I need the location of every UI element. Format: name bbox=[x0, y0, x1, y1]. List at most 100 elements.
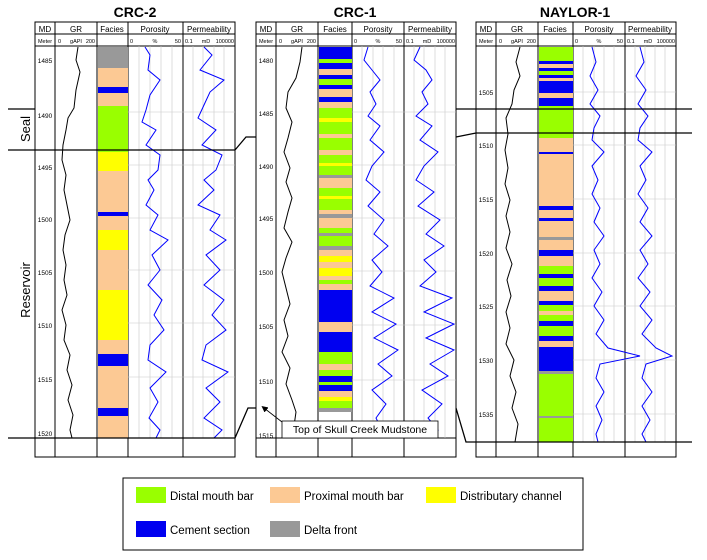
depth-tick: 1490 bbox=[259, 164, 274, 171]
gr-max: 200 bbox=[86, 39, 95, 45]
perm-min: 0.1 bbox=[627, 39, 635, 45]
depth-tick: 1535 bbox=[479, 412, 494, 419]
permeability-header: Permeability bbox=[628, 25, 672, 34]
porosity-unit: % bbox=[597, 39, 602, 45]
facies-header: Facies bbox=[543, 25, 567, 34]
well-title-crc2: CRC-2 bbox=[114, 4, 157, 20]
gr-min: 0 bbox=[499, 39, 502, 45]
seal-base-line-right bbox=[455, 132, 692, 138]
porosity-min: 0 bbox=[354, 39, 357, 45]
porosity-unit: % bbox=[153, 39, 158, 45]
gr-unit: gAPI bbox=[291, 39, 303, 45]
facies-column bbox=[539, 47, 573, 442]
facies-header: Facies bbox=[100, 25, 124, 34]
md-header: MD bbox=[39, 25, 52, 34]
gr-curve bbox=[281, 46, 303, 439]
depth-tick: 1485 bbox=[259, 111, 274, 118]
gr-curve bbox=[504, 46, 521, 443]
skull-creek-line-right bbox=[455, 407, 692, 443]
perm-min: 0.1 bbox=[185, 39, 193, 45]
porosity-unit: % bbox=[376, 39, 381, 45]
legend-swatch-distributary-channel bbox=[426, 487, 456, 503]
gr-unit: gAPI bbox=[70, 39, 82, 45]
correlation-lines bbox=[8, 108, 692, 443]
facies-header: Facies bbox=[323, 25, 347, 34]
legend-swatch-distal-mouth-bar bbox=[136, 487, 166, 503]
legend-label-cement-section: Cement section bbox=[170, 525, 250, 537]
gr-header: GR bbox=[70, 25, 82, 34]
porosity-max: 50 bbox=[396, 39, 402, 45]
well-title-crc1: CRC-1 bbox=[334, 4, 377, 20]
legend: Distal mouth bar Proximal mouth bar Dist… bbox=[122, 477, 584, 551]
permeability-header: Permeability bbox=[408, 25, 452, 34]
perm-unit: mD bbox=[644, 39, 653, 45]
porosity-curve bbox=[589, 46, 641, 443]
porosity-curve bbox=[141, 46, 169, 439]
gr-max: 200 bbox=[307, 39, 316, 45]
porosity-max: 50 bbox=[617, 39, 623, 45]
depth-tick: 1515 bbox=[38, 377, 53, 384]
md-unit: Meter bbox=[259, 39, 273, 45]
legend-swatch-delta-front bbox=[270, 521, 300, 537]
perm-max: 100000 bbox=[437, 39, 455, 45]
depth-tick: 1525 bbox=[479, 304, 494, 311]
porosity-max: 50 bbox=[175, 39, 181, 45]
porosity-header: Porosity bbox=[141, 25, 170, 34]
gr-curve bbox=[61, 46, 81, 439]
gr-max: 200 bbox=[527, 39, 536, 45]
depth-tick: 1500 bbox=[259, 270, 274, 277]
perm-min: 0.1 bbox=[406, 39, 414, 45]
depth-tick: 1505 bbox=[259, 324, 274, 331]
gr-header: GR bbox=[291, 25, 303, 34]
legend-swatch-proximal-mouth-bar bbox=[270, 487, 300, 503]
permeability-curve bbox=[635, 46, 674, 443]
seal-zone-label: Seal bbox=[18, 116, 33, 142]
depth-tick: 1510 bbox=[38, 323, 53, 330]
porosity-header: Porosity bbox=[585, 25, 614, 34]
depth-tick: 1505 bbox=[479, 90, 494, 97]
gr-min: 0 bbox=[58, 39, 61, 45]
porosity-min: 0 bbox=[575, 39, 578, 45]
permeability-curve bbox=[197, 46, 229, 439]
depth-tick: 1500 bbox=[38, 217, 53, 224]
legend-swatch-cement-section bbox=[136, 521, 166, 537]
depth-tick: 1520 bbox=[38, 431, 53, 438]
gr-min: 0 bbox=[279, 39, 282, 45]
perm-unit: mD bbox=[202, 39, 211, 45]
md-unit: Meter bbox=[479, 39, 493, 45]
skull-creek-annotation: Top of Skull Creek Mudstone bbox=[261, 406, 439, 439]
depth-tick: 1480 bbox=[259, 58, 274, 65]
depth-tick: 1495 bbox=[38, 165, 53, 172]
porosity-min: 0 bbox=[130, 39, 133, 45]
porosity-header: Porosity bbox=[364, 25, 393, 34]
depth-tick: 1510 bbox=[259, 379, 274, 386]
facies-column bbox=[98, 47, 128, 438]
legend-label-distributary-channel: Distributary channel bbox=[460, 491, 562, 503]
well-panel-crc1: MD GR Facies Porosity Permeability Meter… bbox=[255, 21, 457, 458]
depth-tick: 1495 bbox=[259, 216, 274, 223]
legend-label-delta-front: Delta front bbox=[304, 525, 358, 537]
permeability-header: Permeability bbox=[187, 25, 231, 34]
well-title-naylor1: NAYLOR-1 bbox=[540, 4, 610, 20]
legend-label-distal-mouth-bar: Distal mouth bar bbox=[170, 491, 254, 503]
md-header: MD bbox=[480, 25, 493, 34]
depth-tick: 1505 bbox=[38, 270, 53, 277]
porosity-curve bbox=[363, 46, 399, 439]
depth-tick: 1510 bbox=[479, 143, 494, 150]
perm-max: 100000 bbox=[216, 39, 234, 45]
perm-unit: mD bbox=[423, 39, 432, 45]
gr-header: GR bbox=[511, 25, 523, 34]
reservoir-zone-label: Reservoir bbox=[18, 262, 33, 318]
well-panel-crc2: MD GR Facies Porosity Permeability Meter… bbox=[34, 21, 236, 458]
facies-column bbox=[319, 47, 352, 412]
md-unit: Meter bbox=[38, 39, 52, 45]
depth-tick: 1515 bbox=[259, 433, 274, 440]
md-header: MD bbox=[260, 25, 273, 34]
gr-unit: gAPI bbox=[511, 39, 523, 45]
perm-max: 100000 bbox=[657, 39, 675, 45]
depth-tick: 1530 bbox=[479, 358, 494, 365]
depth-tick: 1490 bbox=[38, 113, 53, 120]
skull-creek-label: Top of Skull Creek Mudstone bbox=[293, 424, 427, 436]
